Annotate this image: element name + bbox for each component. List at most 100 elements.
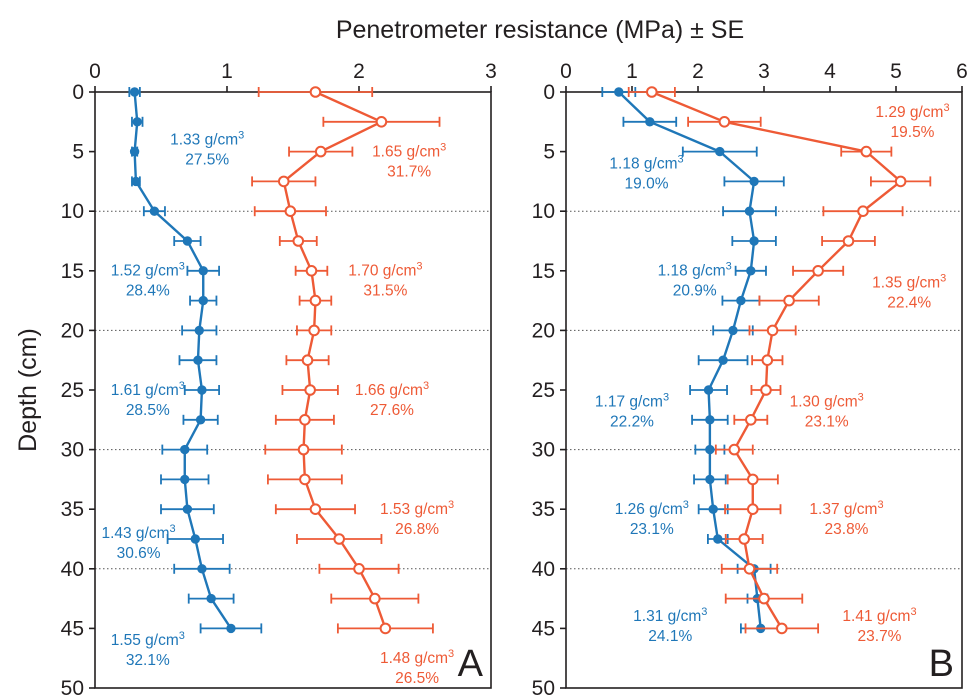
data-point (746, 266, 756, 276)
x-tick-label: 1 (221, 60, 233, 83)
data-point (860, 145, 873, 158)
data-point (745, 414, 757, 426)
moisture-annotation: 22.2% (610, 414, 654, 431)
density-value: 1.66 g/cm (355, 382, 423, 399)
data-point (149, 206, 160, 216)
data-point (198, 266, 208, 276)
moisture-annotation: 23.1% (805, 414, 849, 431)
y-tick-label: 5 (543, 141, 555, 164)
density-superscript: 3 (423, 380, 429, 392)
density-annotation: 1.37 g/cm3 (809, 499, 883, 518)
density-superscript: 3 (238, 129, 244, 141)
panel-label: B (929, 643, 954, 685)
data-point (375, 116, 388, 128)
data-point (646, 86, 658, 98)
data-point (182, 504, 193, 514)
moisture-annotation: 19.0% (625, 175, 669, 192)
data-point (308, 324, 320, 337)
moisture-annotation: 28.4% (126, 283, 170, 300)
x-tick-label: 3 (758, 60, 770, 83)
data-point (708, 504, 718, 514)
density-annotation: 1.33 g/cm3 (170, 129, 244, 148)
density-annotation: 1.26 g/cm3 (615, 499, 689, 518)
data-point (284, 205, 297, 217)
density-annotation: 1.66 g/cm3 (355, 380, 429, 399)
y-axis-title: Depth (cm) (14, 328, 42, 452)
data-point (182, 236, 193, 246)
density-value: 1.43 g/cm (101, 525, 169, 542)
density-annotation: 1.55 g/cm3 (111, 630, 185, 649)
moisture-annotation: 20.9% (673, 283, 717, 300)
density-annotation: 1.65 g/cm3 (372, 141, 446, 160)
density-value: 1.53 g/cm (380, 501, 448, 518)
data-point (292, 235, 305, 247)
data-point (299, 473, 311, 486)
data-point (297, 443, 310, 456)
data-point (353, 563, 365, 575)
density-value: 1.37 g/cm (809, 501, 877, 518)
density-annotation: 1.29 g/cm3 (875, 102, 949, 121)
data-point (761, 354, 774, 367)
data-point (857, 205, 869, 217)
y-tick-label: 0 (543, 81, 555, 104)
y-tick-label: 30 (61, 439, 84, 462)
moisture-annotation: 23.1% (630, 521, 674, 538)
data-point (842, 235, 855, 247)
data-point (894, 175, 907, 188)
data-point (309, 294, 322, 307)
density-superscript: 3 (663, 392, 669, 404)
data-point (728, 443, 741, 456)
density-annotation: 1.61 g/cm3 (111, 380, 185, 399)
moisture-annotation: 30.6% (117, 545, 161, 562)
data-point (193, 355, 203, 365)
moisture-annotation: 32.1% (126, 652, 170, 669)
data-point (277, 175, 290, 188)
data-point (614, 87, 624, 97)
y-tick-label: 20 (532, 319, 555, 342)
moisture-annotation: 28.5% (126, 402, 170, 419)
data-point (749, 176, 759, 187)
moisture-annotation: 31.5% (363, 283, 407, 300)
data-point (301, 354, 314, 367)
y-tick-label: 10 (61, 200, 84, 223)
y-tick-label: 40 (532, 558, 555, 581)
data-point (314, 145, 327, 158)
density-superscript: 3 (940, 272, 946, 284)
data-point (195, 415, 206, 425)
y-tick-label: 15 (532, 260, 555, 283)
data-point (758, 592, 770, 605)
density-superscript: 3 (683, 499, 689, 511)
moisture-annotation: 27.5% (185, 151, 229, 168)
density-annotation: 1.18 g/cm3 (658, 261, 732, 280)
density-value: 1.30 g/cm (790, 394, 858, 411)
y-tick-label: 35 (61, 498, 84, 521)
density-annotation: 1.31 g/cm3 (633, 606, 707, 625)
moisture-annotation: 26.8% (395, 521, 439, 538)
data-point (305, 265, 318, 277)
density-superscript: 3 (726, 261, 732, 273)
data-point (190, 534, 201, 544)
data-point (299, 414, 311, 426)
moisture-annotation: 31.7% (387, 163, 431, 180)
data-point (705, 444, 715, 455)
y-tick-label: 45 (532, 617, 555, 640)
density-value: 1.31 g/cm (633, 608, 701, 625)
density-superscript: 3 (701, 606, 707, 618)
data-point (132, 117, 142, 127)
data-point (197, 385, 207, 395)
data-point (226, 623, 236, 634)
density-annotation: 1.30 g/cm3 (790, 392, 864, 411)
data-point (746, 503, 759, 516)
density-value: 1.70 g/cm (348, 263, 416, 280)
y-tick-label: 25 (532, 379, 555, 402)
data-point (783, 294, 795, 307)
data-point (131, 176, 141, 187)
data-point (309, 86, 322, 98)
data-point (379, 622, 392, 635)
data-point (206, 593, 216, 604)
density-value: 1.55 g/cm (111, 632, 179, 649)
density-value: 1.52 g/cm (111, 263, 179, 280)
density-annotation: 1.70 g/cm3 (348, 261, 422, 280)
density-annotation: 1.18 g/cm3 (609, 153, 683, 172)
